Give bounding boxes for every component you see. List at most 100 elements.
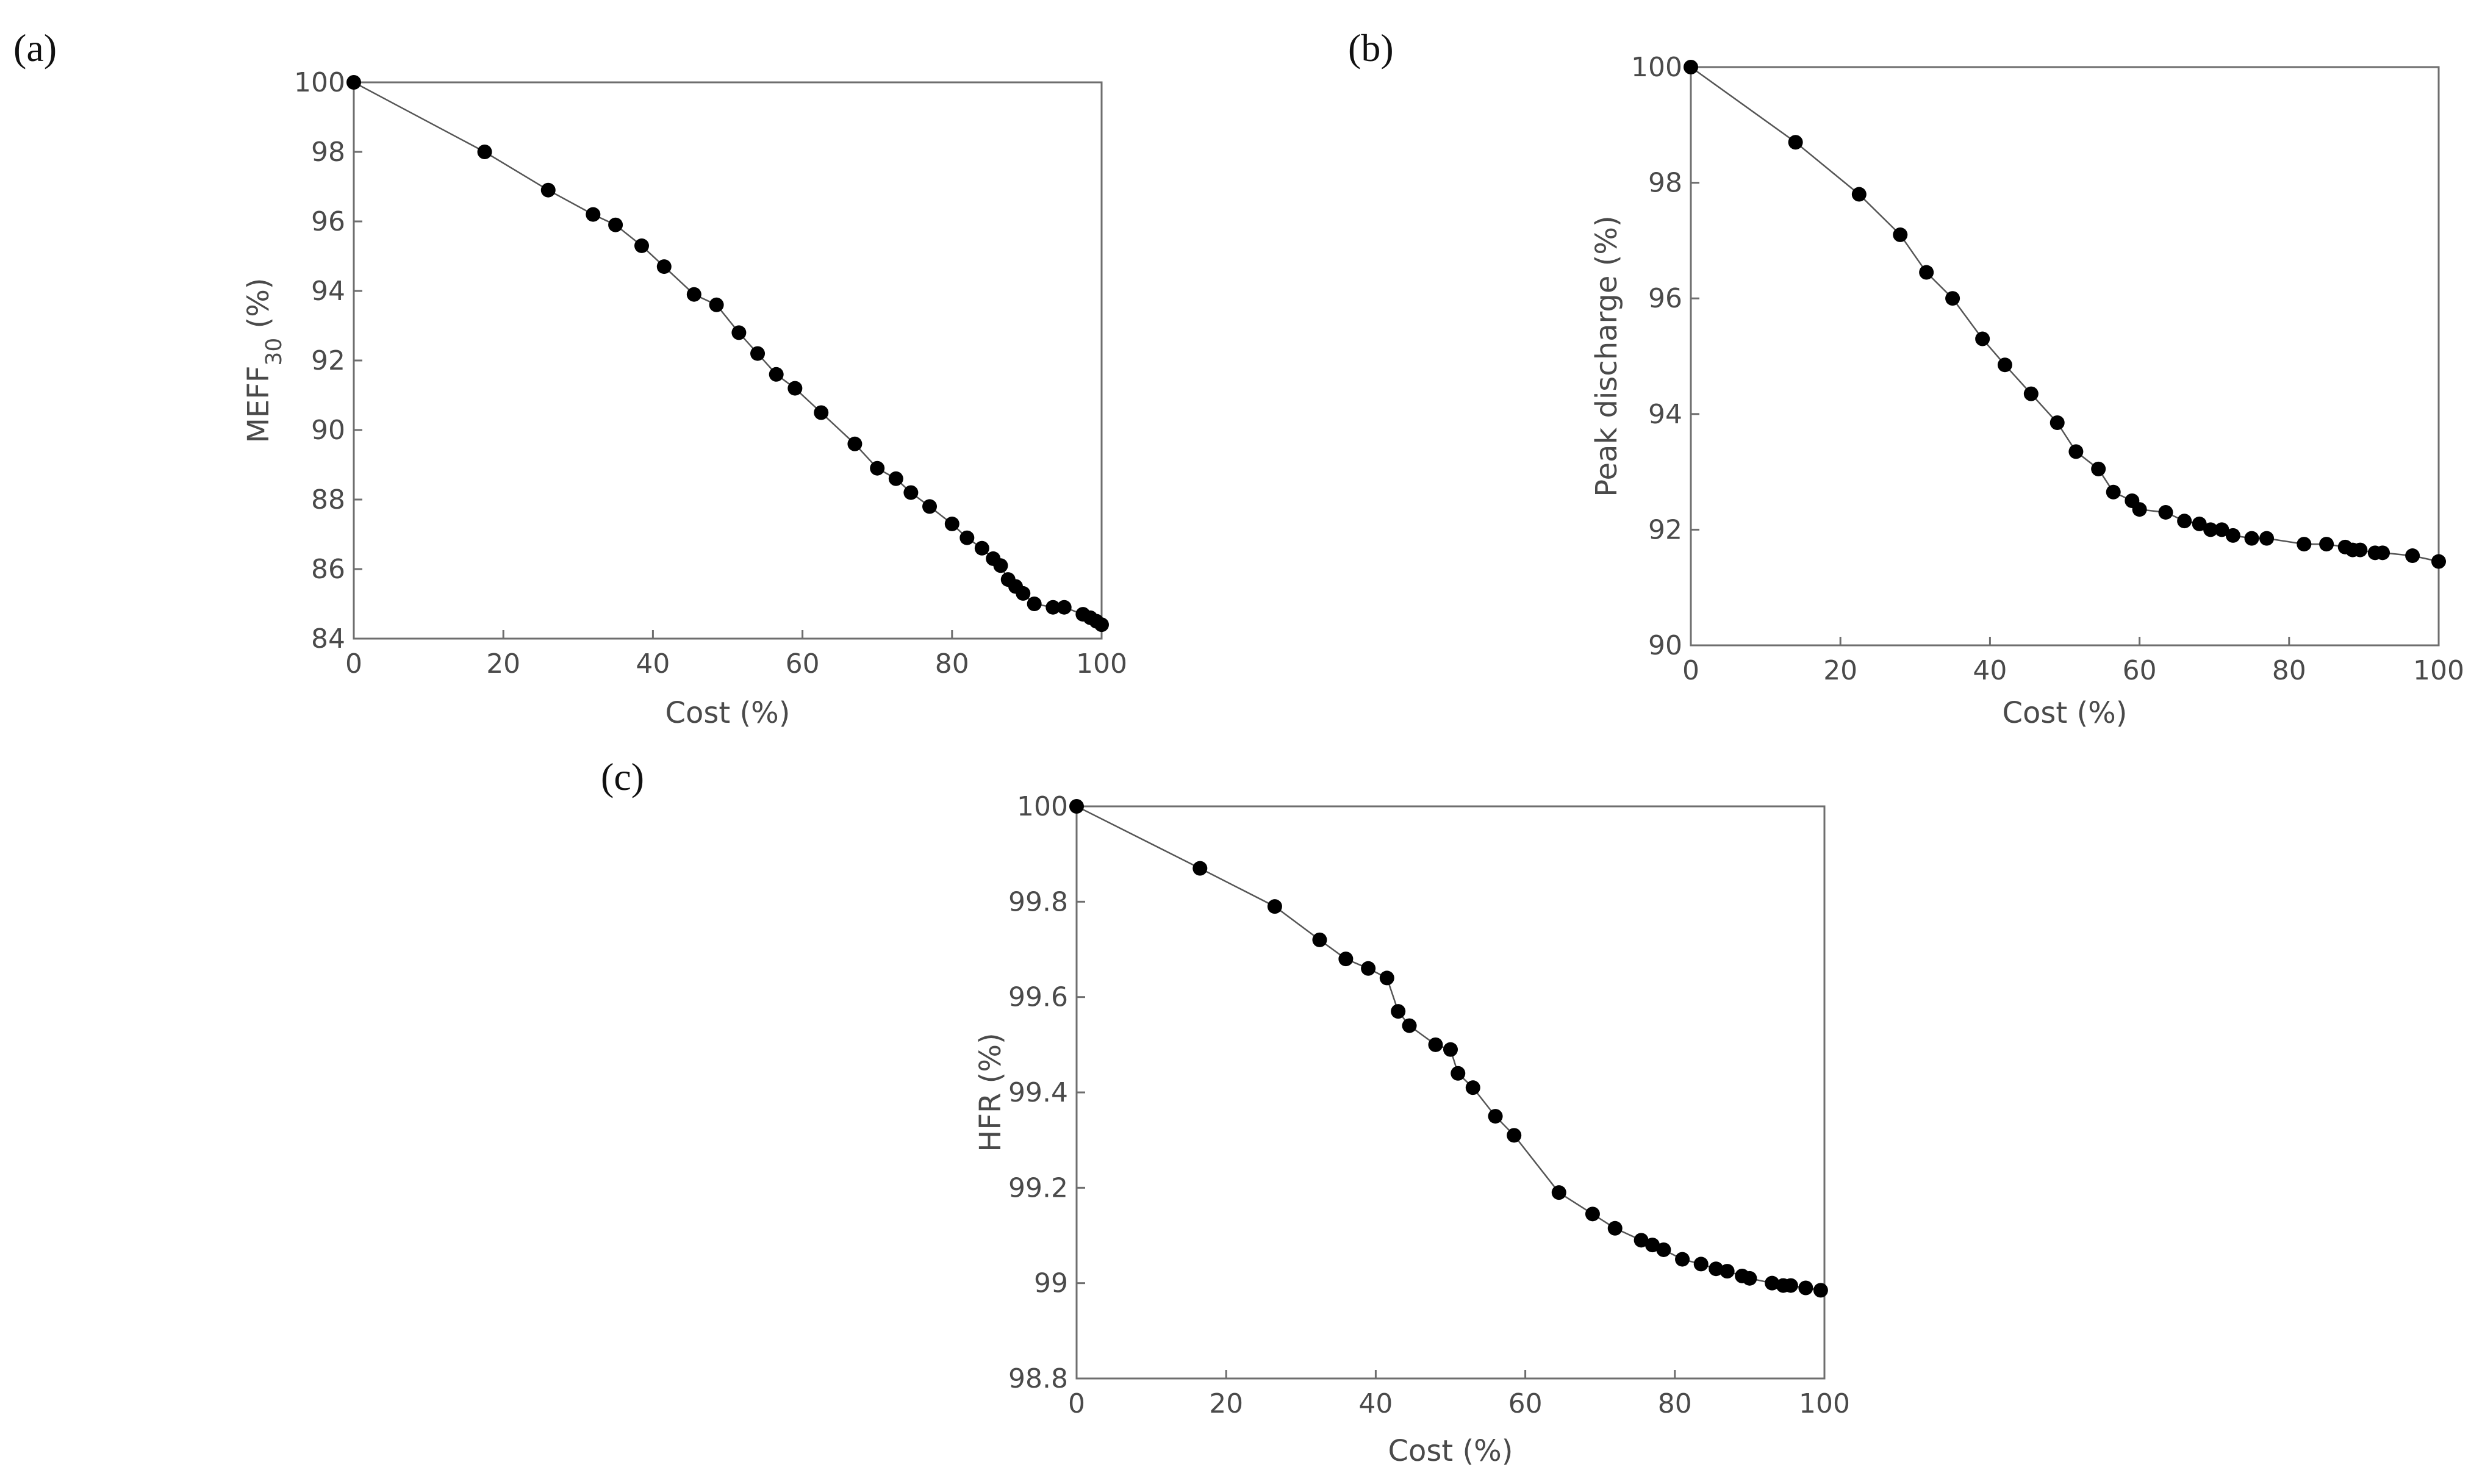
data-point bbox=[1893, 227, 1908, 242]
data-point bbox=[1361, 961, 1376, 976]
data-point bbox=[2192, 516, 2207, 531]
y-tick-label: 94 bbox=[311, 276, 345, 307]
series-line bbox=[353, 81, 1102, 626]
data-point bbox=[1997, 357, 2012, 373]
data-point bbox=[634, 238, 650, 253]
y-tick-label: 98 bbox=[311, 137, 345, 168]
data-point bbox=[888, 471, 903, 486]
data-point bbox=[787, 381, 803, 396]
x-tick-label: 20 bbox=[486, 648, 520, 679]
y-axis-title-a-subscript: 30 bbox=[262, 338, 287, 366]
data-point bbox=[2068, 444, 2084, 459]
data-point bbox=[1788, 135, 1803, 150]
data-point bbox=[477, 145, 492, 159]
data-point bbox=[2023, 386, 2039, 401]
data-point bbox=[1056, 600, 1072, 615]
x-tick-label: 0 bbox=[1682, 655, 1699, 686]
data-point bbox=[1765, 1275, 1780, 1291]
data-point bbox=[2259, 531, 2275, 546]
data-point bbox=[814, 405, 829, 420]
y-tick-label: 98.8 bbox=[1008, 1363, 1068, 1394]
data-point bbox=[1919, 265, 1934, 280]
y-tick-label: 98 bbox=[1648, 168, 1682, 199]
data-point bbox=[1402, 1018, 1417, 1033]
data-point bbox=[1742, 1271, 1757, 1286]
data-point bbox=[1379, 970, 1394, 986]
data-point bbox=[1783, 1278, 1798, 1293]
data-point bbox=[1709, 1261, 1724, 1277]
data-point bbox=[2405, 548, 2420, 564]
data-point bbox=[1607, 1221, 1623, 1236]
data-point bbox=[1443, 1042, 1458, 1057]
data-point bbox=[944, 516, 959, 531]
panel-label-c: (c) bbox=[601, 755, 644, 798]
x-tick-label: 100 bbox=[1076, 648, 1127, 679]
y-tick-label: 100 bbox=[1017, 791, 1068, 822]
x-tick-label: 60 bbox=[1508, 1388, 1543, 1419]
data-point bbox=[1851, 187, 1867, 202]
x-tick-label: 60 bbox=[786, 648, 820, 679]
x-tick-label: 60 bbox=[2123, 655, 2157, 686]
data-point bbox=[1975, 331, 1990, 346]
data-point bbox=[1585, 1206, 1600, 1222]
y-axis-title-a: MEFF30 (%) bbox=[242, 278, 287, 443]
data-point bbox=[2158, 504, 2173, 520]
x-tick-label: 80 bbox=[935, 648, 969, 679]
x-tick-label: 40 bbox=[1358, 1388, 1393, 1419]
panel-c: (c) 0 20 40 60 80 100 98.8 99 99.2 99.4 99.6 99.8 1… bbox=[601, 755, 1850, 1468]
x-tick-label: 20 bbox=[1823, 655, 1857, 686]
data-point bbox=[750, 346, 766, 361]
data-point bbox=[1094, 617, 1109, 633]
data-point bbox=[2375, 545, 2390, 561]
data-point bbox=[656, 259, 672, 274]
y-tick-label: 88 bbox=[311, 484, 345, 515]
y-tick-label: 96 bbox=[1648, 283, 1682, 314]
data-point bbox=[1813, 1283, 1828, 1298]
y-axis-title-a-suffix: (%) bbox=[242, 278, 276, 337]
y-tick-label: 92 bbox=[1648, 514, 1682, 545]
data-point bbox=[1267, 899, 1282, 914]
data-point bbox=[1016, 586, 1031, 601]
data-point bbox=[1069, 799, 1084, 814]
data-point bbox=[1945, 291, 1960, 306]
y-tick-label: 92 bbox=[311, 345, 345, 376]
data-point bbox=[993, 558, 1008, 573]
y-tick-label: 99.8 bbox=[1008, 886, 1068, 917]
data-point bbox=[1675, 1252, 1690, 1267]
x-tick-label: 100 bbox=[2413, 655, 2464, 686]
data-point bbox=[903, 485, 919, 500]
data-point bbox=[1507, 1128, 1522, 1143]
y-axis-title-a-main: MEFF bbox=[242, 366, 276, 443]
y-ticks-b: 90 92 94 96 98 100 bbox=[1631, 52, 1699, 661]
data-point bbox=[1645, 1238, 1660, 1253]
data-point bbox=[540, 182, 556, 198]
data-point bbox=[1798, 1280, 1813, 1296]
series-b bbox=[1684, 60, 2446, 569]
data-point bbox=[2214, 522, 2229, 537]
x-tick-label: 20 bbox=[1209, 1388, 1243, 1419]
x-tick-label: 0 bbox=[1068, 1388, 1085, 1419]
data-point bbox=[959, 530, 975, 545]
y-tick-label: 99.4 bbox=[1008, 1077, 1068, 1108]
data-point bbox=[2244, 531, 2259, 546]
data-point bbox=[1465, 1080, 1480, 1095]
data-point bbox=[1693, 1256, 1709, 1272]
x-ticks-a: 0 20 40 60 80 100 bbox=[345, 630, 1127, 679]
y-tick-label: 100 bbox=[294, 67, 345, 98]
x-tick-label: 40 bbox=[636, 648, 670, 679]
panel-a: (a) 0 20 40 60 80 100 84 86 88 90 92 94 96 98 100 Cos… bbox=[13, 26, 1127, 730]
data-point bbox=[1338, 952, 1354, 967]
plot-frame-b bbox=[1690, 66, 2440, 647]
data-point bbox=[2431, 554, 2446, 569]
data-point bbox=[1045, 600, 1061, 615]
x-tick-label: 80 bbox=[1658, 1388, 1692, 1419]
x-tick-label: 0 bbox=[345, 648, 362, 679]
data-point bbox=[769, 367, 784, 382]
y-tick-label: 94 bbox=[1648, 399, 1682, 430]
y-tick-label: 84 bbox=[311, 623, 345, 654]
data-point bbox=[1451, 1066, 1466, 1081]
data-point bbox=[974, 540, 989, 556]
data-point bbox=[2297, 537, 2312, 552]
data-point bbox=[2177, 514, 2192, 529]
